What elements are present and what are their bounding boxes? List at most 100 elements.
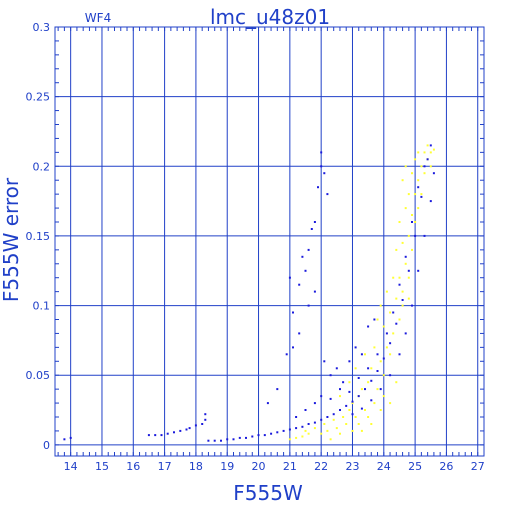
data-point bbox=[426, 158, 429, 161]
data-point bbox=[404, 165, 407, 168]
data-point bbox=[329, 397, 332, 400]
data-point bbox=[370, 423, 373, 425]
data-point bbox=[392, 311, 395, 314]
data-point bbox=[395, 297, 398, 300]
data-point bbox=[414, 158, 417, 161]
data-point bbox=[313, 402, 316, 405]
data-point bbox=[398, 353, 401, 356]
data-point bbox=[276, 388, 279, 391]
chart-title: lmc_u48z01 bbox=[210, 5, 330, 29]
data-point bbox=[166, 432, 169, 435]
data-point bbox=[364, 388, 366, 391]
data-point bbox=[379, 304, 382, 307]
data-point bbox=[392, 332, 395, 335]
y-tick-label: 0.05 bbox=[26, 369, 51, 382]
data-point bbox=[357, 423, 360, 425]
data-point bbox=[395, 322, 398, 325]
data-point bbox=[404, 255, 407, 258]
data-point bbox=[401, 241, 404, 244]
data-point bbox=[379, 409, 382, 411]
data-point bbox=[285, 353, 288, 356]
data-point bbox=[292, 311, 294, 314]
data-point bbox=[398, 283, 401, 286]
data-point bbox=[232, 438, 235, 441]
data-point bbox=[335, 367, 338, 370]
data-point bbox=[304, 409, 307, 411]
data-point bbox=[364, 353, 366, 356]
data-point bbox=[339, 395, 341, 398]
x-tick-label: 25 bbox=[408, 460, 422, 473]
data-point bbox=[323, 423, 326, 425]
data-point bbox=[432, 172, 435, 175]
data-point bbox=[326, 193, 329, 196]
x-tick-label: 26 bbox=[439, 460, 453, 473]
data-point bbox=[423, 172, 426, 175]
data-point bbox=[270, 432, 273, 435]
data-point bbox=[407, 234, 410, 237]
ticks-layer: 14 15 16 17 18 19 20 21 22 23 24 25 26 27 0 0.05 0.1 0.15… bbox=[26, 21, 485, 473]
data-point bbox=[414, 234, 417, 237]
data-point bbox=[417, 186, 420, 189]
data-point bbox=[385, 332, 388, 335]
data-point bbox=[295, 427, 298, 430]
data-point bbox=[382, 357, 385, 360]
data-point bbox=[429, 200, 432, 203]
data-point bbox=[432, 148, 435, 151]
data-point bbox=[266, 402, 269, 405]
data-point bbox=[301, 435, 304, 438]
data-point bbox=[382, 395, 385, 398]
data-point bbox=[354, 416, 357, 418]
data-point bbox=[251, 435, 254, 438]
data-point bbox=[404, 262, 407, 265]
y-tick-label: 0.2 bbox=[33, 160, 51, 173]
data-point bbox=[392, 276, 395, 279]
data-point bbox=[179, 429, 182, 432]
data-point bbox=[245, 436, 247, 439]
x-tick-label: 17 bbox=[158, 460, 172, 473]
data-point bbox=[201, 423, 204, 425]
data-point bbox=[339, 388, 341, 391]
data-point bbox=[417, 269, 420, 272]
data-point bbox=[367, 381, 370, 384]
data-point bbox=[304, 429, 307, 432]
data-point bbox=[414, 193, 417, 196]
data-point bbox=[332, 413, 335, 416]
data-point bbox=[345, 423, 348, 425]
data-point bbox=[373, 318, 376, 321]
data-point bbox=[389, 311, 392, 314]
data-point bbox=[417, 179, 420, 182]
data-point bbox=[238, 436, 241, 439]
data-point bbox=[389, 342, 392, 345]
data-point bbox=[389, 353, 392, 356]
data-point bbox=[288, 428, 291, 431]
data-point bbox=[407, 193, 410, 196]
data-point bbox=[404, 332, 407, 335]
data-point bbox=[379, 360, 382, 363]
data-point bbox=[389, 374, 392, 377]
x-axis-label: F555W bbox=[233, 481, 303, 505]
data-point bbox=[339, 409, 341, 411]
y-tick-label: 0 bbox=[43, 439, 50, 452]
data-point bbox=[313, 290, 316, 293]
y-tick-label: 0.3 bbox=[33, 21, 51, 34]
data-point bbox=[160, 434, 163, 437]
data-point bbox=[382, 325, 385, 328]
data-point bbox=[360, 388, 363, 391]
data-point bbox=[307, 248, 310, 251]
data-point bbox=[307, 432, 310, 435]
data-point bbox=[320, 418, 323, 421]
data-point bbox=[288, 438, 291, 441]
data-point bbox=[411, 248, 413, 251]
data-point bbox=[429, 151, 432, 154]
data-point bbox=[332, 418, 335, 421]
data-point bbox=[348, 409, 351, 411]
data-point bbox=[301, 255, 304, 258]
data-point bbox=[188, 427, 191, 430]
data-point bbox=[307, 304, 310, 307]
x-tick-label: 23 bbox=[345, 460, 359, 473]
data-point bbox=[320, 432, 323, 435]
data-point bbox=[395, 381, 398, 384]
data-point bbox=[411, 172, 413, 175]
data-point bbox=[351, 429, 354, 432]
data-point bbox=[401, 290, 404, 293]
